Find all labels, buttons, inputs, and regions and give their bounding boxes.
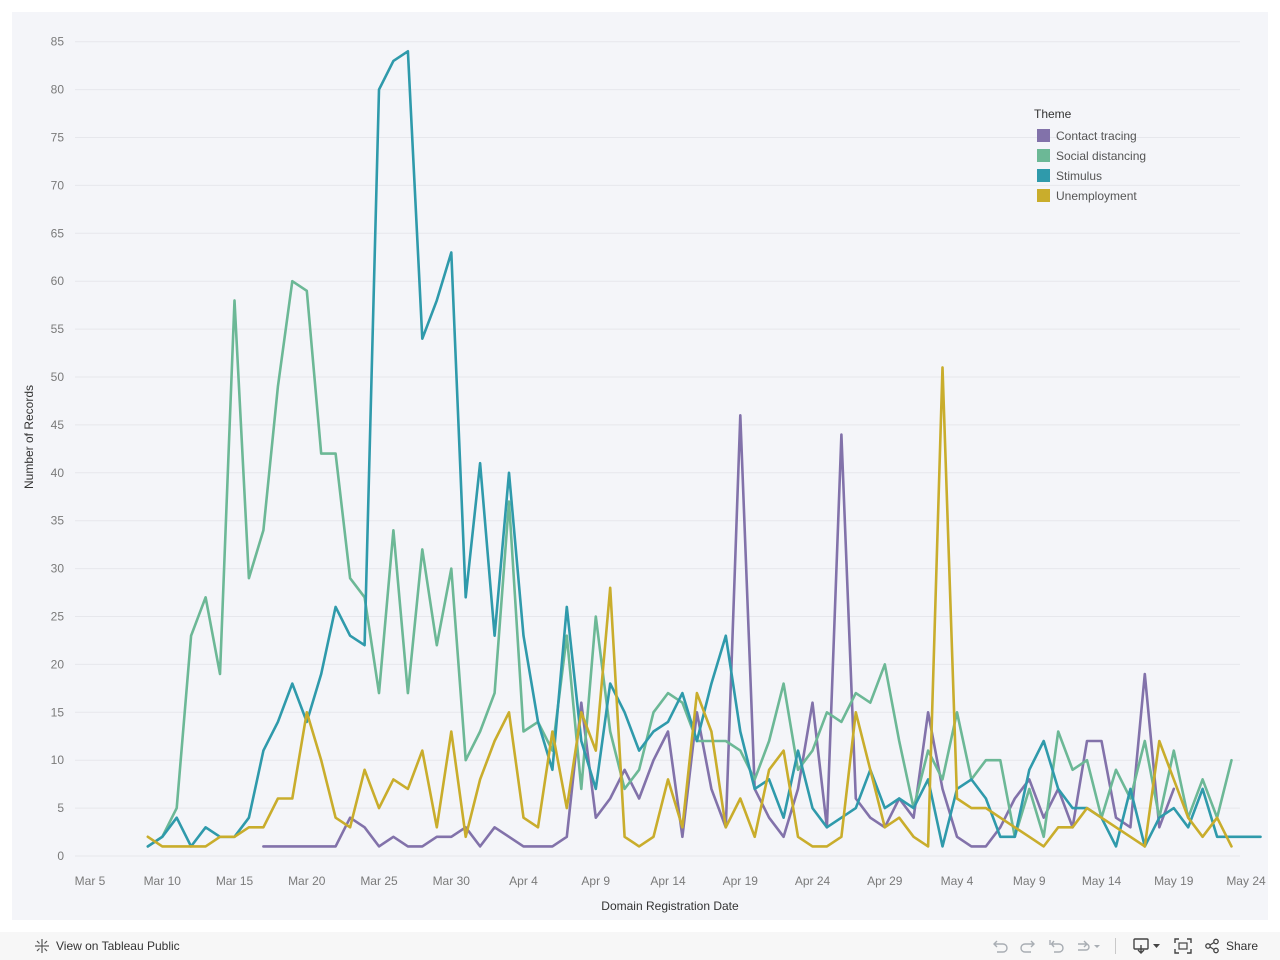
revert-button[interactable] (1047, 935, 1065, 957)
x-tick-label: Apr 29 (867, 874, 903, 888)
y-tick-label: 35 (51, 514, 65, 528)
redo-button[interactable] (1019, 935, 1037, 957)
y-tick-label: 10 (51, 753, 65, 767)
y-tick-label: 50 (51, 370, 65, 384)
viz-area: 0 5 10 15 20 25 30 35 40 45 50 55 60 65 70 75 80 85 Mar 5 M… (12, 12, 1268, 920)
undo-icon (992, 940, 1008, 953)
download-icon (1133, 938, 1160, 954)
x-tick-label: May 4 (941, 874, 974, 888)
y-tick-label: 0 (57, 849, 64, 863)
x-tick-label: Mar 10 (144, 874, 182, 888)
share-icon (1205, 938, 1219, 954)
refresh-button[interactable] (1075, 935, 1101, 957)
x-axis-title: Domain Registration Date (601, 899, 739, 913)
undo-button[interactable] (991, 935, 1009, 957)
legend-swatch (1037, 129, 1050, 142)
y-axis-title: Number of Records (22, 385, 36, 489)
x-tick-label: Mar 20 (288, 874, 326, 888)
y-tick-label: 5 (57, 801, 64, 815)
legend-swatch (1037, 189, 1050, 202)
y-tick-label: 70 (51, 178, 65, 192)
series-line-contact-tracing (262, 413, 1176, 848)
x-tick-label: Mar 15 (216, 874, 254, 888)
y-tick-label: 85 (51, 35, 65, 49)
legend-swatch (1037, 149, 1050, 162)
y-tick-label: 25 (51, 610, 65, 624)
legend-title: Theme (1034, 107, 1072, 121)
revert-icon (1049, 940, 1064, 953)
x-tick-label: Apr 14 (650, 874, 686, 888)
toolbar-actions: Share (981, 935, 1258, 957)
refresh-icon (1077, 940, 1100, 951)
y-tick-label: 15 (51, 705, 65, 719)
y-tick-label: 60 (51, 274, 65, 288)
x-tick-label: Apr 4 (509, 874, 538, 888)
y-tick-label: 65 (51, 226, 65, 240)
y-tick-label: 20 (51, 657, 65, 671)
x-tick-label: May 19 (1154, 874, 1194, 888)
x-tick-label: May 9 (1013, 874, 1046, 888)
x-tick-label: Mar 25 (360, 874, 398, 888)
legend-label: Social distancing (1056, 149, 1146, 163)
y-tick-label: 80 (51, 83, 65, 97)
legend-label: Contact tracing (1056, 129, 1137, 143)
x-tick-label: Mar 30 (433, 874, 471, 888)
x-tick-label: Mar 5 (75, 874, 106, 888)
x-tick-label: May 24 (1226, 874, 1266, 888)
redo-icon (1020, 940, 1035, 953)
y-tick-label: 75 (51, 131, 65, 145)
toolbar-divider (1114, 938, 1116, 954)
legend-label: Stimulus (1056, 169, 1102, 183)
legend-swatch (1037, 169, 1050, 182)
line-chart: 0 5 10 15 20 25 30 35 40 45 50 55 60 65 70 75 80 85 Mar 5 M… (22, 35, 1266, 913)
share-label: Share (1225, 939, 1258, 953)
tableau-logo-icon (35, 939, 49, 953)
toolbar: View on Tableau Public Share (0, 932, 1280, 960)
x-tick-label: Apr 24 (795, 874, 831, 888)
x-tick-label: Apr 9 (581, 874, 610, 888)
y-tick-label: 40 (51, 466, 65, 480)
fullscreen-icon (1174, 938, 1192, 954)
view-on-tableau-link[interactable]: View on Tableau Public (34, 938, 180, 954)
y-tick-label: 30 (51, 562, 65, 576)
y-tick-label: 55 (51, 322, 65, 336)
series-line-social-distancing (146, 279, 1233, 848)
x-tick-label: Apr 19 (723, 874, 759, 888)
series-line-unemployment (146, 366, 1233, 848)
y-tick-label: 45 (51, 418, 65, 432)
download-button[interactable] (1132, 935, 1162, 957)
share-button[interactable]: Share (1204, 935, 1258, 957)
x-tick-label: May 14 (1082, 874, 1122, 888)
legend-label: Unemployment (1056, 189, 1137, 203)
fullscreen-button[interactable] (1172, 935, 1194, 957)
view-on-tableau-label: View on Tableau Public (56, 939, 180, 953)
